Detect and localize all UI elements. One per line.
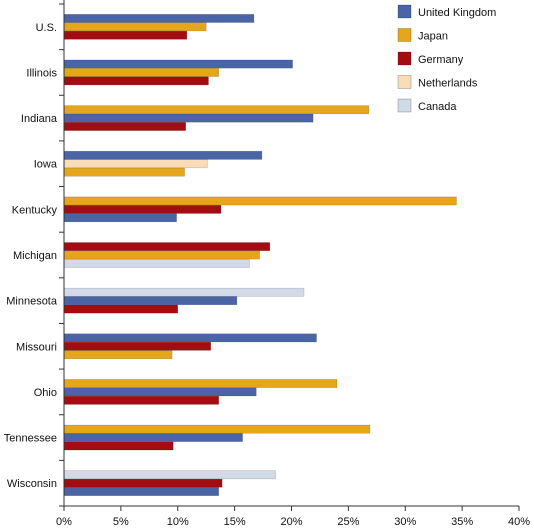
bar-missouri-united-kingdom — [63, 333, 317, 343]
x-tick-label: 10% — [167, 516, 189, 528]
bar-ohio-germany — [63, 395, 219, 405]
legend-swatch-germany — [397, 51, 412, 66]
legend-label-japan: Japan — [418, 31, 448, 43]
bar-tennessee-germany — [63, 441, 174, 451]
bar-illinois-united-kingdom — [63, 59, 293, 69]
bar-illinois-japan — [63, 68, 219, 77]
bar-ohio-japan — [63, 379, 338, 388]
category-label-kentucky: Kentucky — [12, 204, 58, 216]
category-label-michigan: Michigan — [13, 250, 57, 262]
category-label-indiana: Indiana — [21, 113, 58, 125]
bar-missouri-japan — [63, 350, 173, 360]
bar-minnesota-germany — [63, 304, 178, 314]
bar-iowa-netherlands — [63, 159, 208, 169]
x-tick-label: 30% — [394, 516, 416, 528]
category-label-ohio: Ohio — [34, 387, 57, 399]
axes-layer: U.S. Illinois Indiana Iowa Kentucky Michigan M… — [4, 0, 530, 528]
x-tick-label: 5% — [113, 516, 129, 528]
legend-swatch-canada — [397, 98, 412, 113]
legend-swatch-netherlands — [397, 75, 412, 89]
bars-layer — [63, 14, 457, 496]
legend-swatch-japan — [397, 28, 412, 42]
bar-michigan-japan — [63, 250, 260, 260]
legend-label-netherlands: Netherlands — [418, 78, 478, 90]
bar-u-s-japan — [63, 22, 207, 32]
category-label-iowa: Iowa — [34, 159, 58, 171]
legend-label-germany: Germany — [418, 54, 464, 66]
bar-wisconsin-germany — [63, 478, 223, 488]
category-label-missouri: Missouri — [16, 341, 57, 353]
bar-indiana-japan — [63, 105, 370, 115]
bar-minnesota-canada — [63, 287, 305, 297]
bar-wisconsin-united-kingdom — [63, 487, 219, 496]
category-label-u-s: U.S. — [36, 22, 57, 34]
bar-indiana-united-kingdom — [63, 113, 314, 123]
bar-kentucky-germany — [63, 205, 222, 214]
bar-indiana-germany — [63, 122, 186, 131]
legend-label-united-kingdom: United Kingdom — [418, 7, 496, 19]
bar-u-s-united-kingdom — [63, 14, 255, 23]
x-tick-label: 0% — [56, 516, 72, 528]
bar-wisconsin-canada — [63, 470, 276, 480]
category-label-illinois: Illinois — [26, 67, 57, 79]
category-label-tennessee: Tennessee — [4, 433, 57, 445]
legend-swatch-united-kingdom — [397, 4, 412, 19]
x-tick-label: 20% — [280, 516, 302, 528]
bar-tennessee-united-kingdom — [63, 433, 243, 442]
category-label-minnesota: Minnesota — [6, 296, 58, 308]
bar-minnesota-united-kingdom — [63, 296, 238, 305]
legend: United Kingdom Japan Germany Netherlands Can… — [397, 4, 496, 113]
bar-tennessee-japan — [63, 424, 371, 434]
x-tick-label: 35% — [451, 516, 473, 528]
bar-michigan-canada — [63, 259, 250, 268]
legend-label-canada: Canada — [418, 101, 457, 113]
bar-kentucky-japan — [63, 196, 457, 206]
bar-illinois-germany — [63, 76, 209, 86]
category-label-wisconsin: Wisconsin — [7, 478, 57, 490]
bar-missouri-germany — [63, 341, 211, 351]
x-tick-label: 40% — [508, 516, 530, 528]
bar-u-s-germany — [63, 30, 188, 40]
bar-iowa-united-kingdom — [63, 150, 263, 160]
bar-michigan-germany — [63, 242, 271, 251]
bar-iowa-japan — [63, 167, 185, 177]
bar-ohio-united-kingdom — [63, 387, 257, 397]
x-tick-label: 25% — [337, 516, 359, 528]
bar-kentucky-united-kingdom — [63, 213, 177, 223]
x-tick-label: 15% — [224, 516, 246, 528]
